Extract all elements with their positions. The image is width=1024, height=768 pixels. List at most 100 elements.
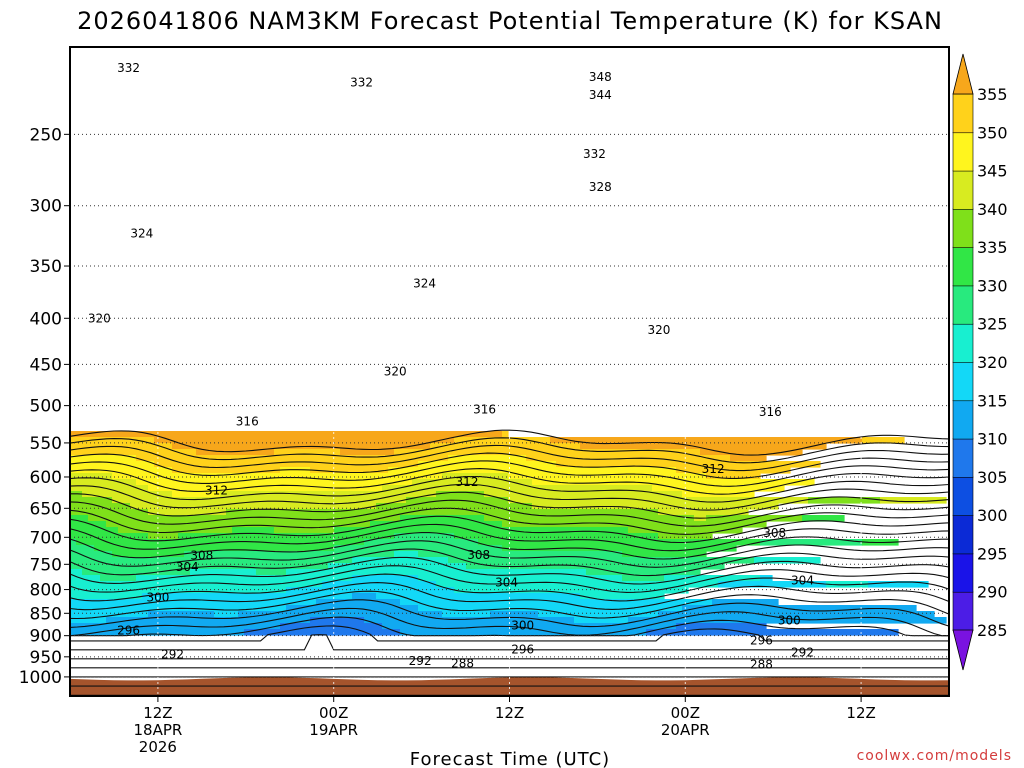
- color-band-cell: [622, 551, 707, 558]
- contour-label: 308: [467, 548, 490, 562]
- colorbar-label: 320: [977, 353, 1008, 372]
- colorbar-label: 305: [977, 468, 1008, 487]
- ground-surface: [70, 677, 949, 696]
- color-band-cell: [556, 461, 821, 468]
- color-band-cell: [352, 593, 377, 600]
- color-band-cell: [148, 485, 383, 492]
- contour-label: 348: [589, 70, 612, 84]
- color-band-cell: [658, 611, 935, 618]
- contour-label: 308: [763, 526, 786, 540]
- color-band-cell: [706, 515, 803, 522]
- color-band-cell: [730, 455, 767, 462]
- contour-label: 320: [647, 323, 670, 337]
- contour-line-308: [70, 625, 949, 642]
- color-band-cell: [580, 593, 665, 600]
- color-band-cell: [868, 581, 929, 588]
- colorbar-swatch: [952, 361, 974, 402]
- color-band-cell: [448, 557, 755, 564]
- color-band-cell: [418, 461, 557, 468]
- color-band-cell: [682, 605, 917, 612]
- color-band-cell: [676, 623, 767, 630]
- x-tick-label: 12Z: [495, 704, 524, 722]
- contour-label: 312: [456, 475, 479, 489]
- color-band-cell: [478, 539, 761, 546]
- color-band-cell: [310, 617, 365, 624]
- color-band-cell: [256, 569, 287, 576]
- color-band-cell: [880, 497, 947, 504]
- colorbar-swatch: [952, 438, 974, 478]
- contour-label: 320: [88, 311, 111, 325]
- color-band-cell: [70, 479, 137, 486]
- color-band-cell: [70, 569, 83, 576]
- color-band-cell: [322, 581, 437, 588]
- color-band-cell: [352, 575, 419, 582]
- color-band-cell: [394, 551, 419, 558]
- color-band-cell: [760, 539, 863, 546]
- color-band-cell: [70, 599, 317, 606]
- chart-title: 2026041806 NAM3KM Forecast Potential Tem…: [77, 7, 943, 35]
- color-band-cell: [802, 515, 845, 522]
- color-band-cell: [658, 509, 749, 516]
- color-band-cell: [316, 599, 401, 606]
- contour-label: 304: [176, 560, 199, 574]
- color-band-cell: [70, 467, 173, 474]
- color-band-cell: [538, 611, 659, 618]
- colorbar-swatch: [952, 285, 974, 325]
- contour-label: 328: [589, 180, 612, 194]
- color-band-cell: [196, 449, 275, 456]
- color-band-cell: [142, 593, 353, 600]
- color-band-cell: [448, 455, 527, 462]
- color-band-cell: [130, 503, 377, 510]
- color-band-cell: [70, 533, 149, 540]
- color-band-cell: [418, 605, 683, 612]
- contour-label: 344: [589, 88, 612, 102]
- contour-label: 316: [236, 415, 259, 429]
- contour-label: 312: [205, 483, 228, 497]
- color-band-cell: [70, 521, 107, 528]
- colorbar-swatch: [952, 208, 974, 248]
- color-band-cell: [754, 557, 821, 564]
- color-band-cell: [70, 629, 245, 636]
- color-band-cell: [484, 491, 683, 498]
- color-band-cell: [154, 437, 455, 444]
- color-band-cell: [112, 497, 407, 504]
- colorbar-label: 335: [977, 238, 1008, 257]
- y-tick-label: 350: [30, 257, 62, 277]
- color-band-cell: [376, 503, 533, 510]
- colorbar-swatch: [952, 170, 974, 210]
- color-band-cell: [190, 569, 257, 576]
- contour-label: 316: [759, 405, 782, 419]
- color-band-cell: [106, 521, 371, 528]
- y-tick-label: 250: [30, 125, 62, 145]
- x-tick-label: 19APR: [309, 721, 358, 739]
- y-tick-label: 400: [30, 309, 62, 329]
- color-band-cell: [418, 551, 623, 558]
- color-band-cell: [454, 587, 689, 594]
- color-band-cell: [628, 527, 743, 534]
- color-band-cell: [382, 623, 677, 630]
- x-tick-label: 00Z: [319, 704, 348, 722]
- x-tick-label: 2026: [139, 738, 177, 756]
- color-band-cell: [154, 461, 419, 468]
- color-band-cell: [70, 551, 113, 558]
- color-band-cell: [70, 473, 113, 480]
- color-band-cell: [70, 581, 323, 588]
- y-tick-label: 700: [30, 528, 62, 548]
- contour-line-332: [70, 523, 949, 552]
- contour-line-336: [70, 507, 949, 535]
- contour-line-318: [70, 582, 949, 611]
- colorbar-swatch: [952, 476, 974, 516]
- contour-label: 292: [409, 654, 432, 668]
- colorbar-swatch: [952, 399, 974, 440]
- color-band-cell: [862, 437, 905, 444]
- color-band-cell: [490, 611, 539, 618]
- contour-label: 300: [778, 614, 801, 628]
- colorbar-label: 350: [977, 123, 1008, 142]
- contour-label: 332: [350, 76, 373, 90]
- color-band-cell: [502, 545, 737, 552]
- y-tick-label: 850: [30, 604, 62, 624]
- colorbar-label: 355: [977, 85, 1008, 104]
- contour-line-324: [70, 556, 949, 585]
- x-axis-title: Forecast Time (UTC): [410, 749, 610, 768]
